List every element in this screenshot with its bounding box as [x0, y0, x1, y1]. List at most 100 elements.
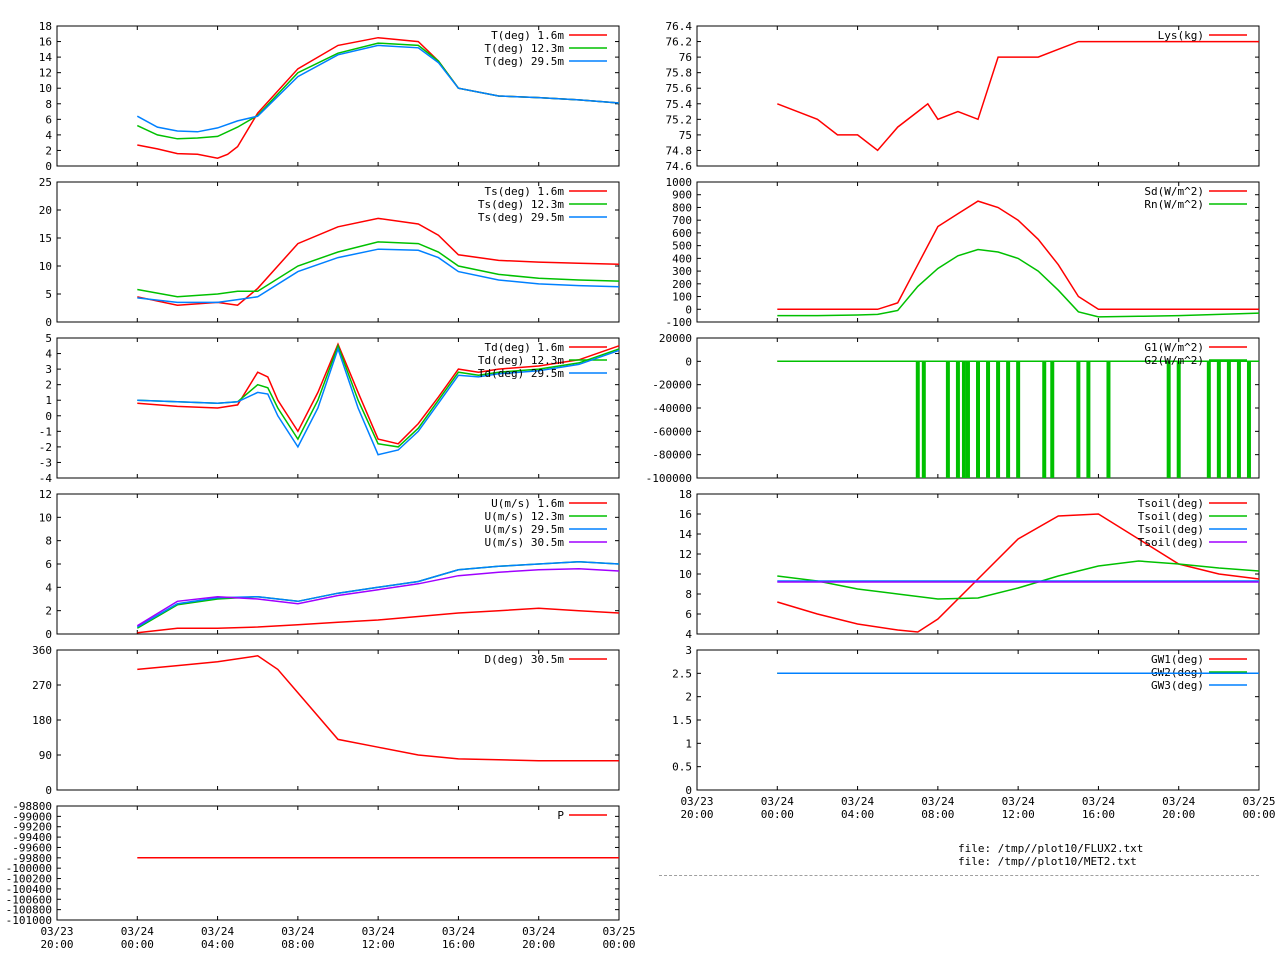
y-tick-label: -99000: [12, 810, 52, 823]
y-tick-label: -4: [39, 472, 53, 485]
series-line: [137, 607, 620, 634]
series-line: [137, 248, 620, 304]
legend-label: Tsoil(deg): [1138, 497, 1204, 510]
y-tick-label: 500: [672, 240, 692, 253]
y-tick-label: 0: [45, 628, 52, 641]
legend-label: Td(deg) 12.3m: [478, 354, 564, 367]
x-tick-label: 03/24: [522, 925, 555, 938]
x-tick-label: 03/24: [281, 925, 314, 938]
y-tick-label: -99400: [12, 831, 52, 844]
y-tick-label: 20: [39, 204, 52, 217]
y-tick-label: -2: [39, 441, 52, 454]
plot-frame: [696, 25, 1260, 167]
y-tick-label: 3: [685, 644, 692, 657]
y-tick-label: 1.5: [672, 714, 692, 727]
y-tick-label: 76.4: [666, 20, 693, 33]
x-tick-label: 00:00: [761, 808, 794, 821]
x-tick-label: 03/24: [1002, 795, 1035, 808]
y-tick-label: -100600: [6, 893, 52, 906]
x-tick-label: 00:00: [602, 938, 635, 951]
series-line: [777, 40, 1259, 152]
y-tick-label: 360: [32, 644, 52, 657]
series-line: [137, 346, 620, 456]
y-tick-label: -100800: [6, 904, 52, 917]
series-line: [136, 560, 620, 628]
x-tick-label: 00:00: [121, 938, 154, 951]
y-tick-label: -20000: [652, 379, 692, 392]
y-tick-label: 8: [685, 588, 692, 601]
x-tick-label: 12:00: [1002, 808, 1035, 821]
legend-label: T(deg) 12.3m: [485, 42, 565, 55]
panel-pressure: -101000-100800-100600-100400-100200-1000…: [6, 800, 636, 951]
series-line: [137, 343, 620, 448]
legend-label: Td(deg) 29.5m: [478, 367, 564, 380]
y-tick-label: 75.8: [666, 67, 693, 80]
y-tick-label: 74.8: [666, 144, 693, 157]
panel-wind-direction: 0 90 180 270 360 D(deg) 30.5m: [32, 644, 620, 797]
y-tick-label: 18: [39, 20, 52, 33]
y-tick-label: 0: [685, 355, 692, 368]
panel-soil-temperature: 4681012141618Tsoil(deg)Tsoil(deg)Tsoil(d…: [679, 488, 1260, 641]
x-tick-label: 03/24: [841, 795, 874, 808]
legend-label: Ts(deg) 1.6m: [485, 185, 565, 198]
series-line: [136, 567, 620, 627]
y-tick-label: 0: [685, 784, 692, 797]
y-tick-label: 12: [679, 548, 692, 561]
series-line: [777, 248, 1260, 318]
y-tick-label: 20000: [659, 332, 692, 345]
y-tick-label: 15: [39, 232, 52, 245]
y-tick-label: 1: [685, 737, 692, 750]
legend-label: G1(W/m^2): [1144, 341, 1204, 354]
legend-label: Rn(W/m^2): [1144, 198, 1204, 211]
legend-label: T(deg) 1.6m: [491, 29, 564, 42]
separator-line: [659, 875, 1259, 876]
x-tick-label: 03/24: [442, 925, 475, 938]
legend-label: U(m/s) 30.5m: [485, 536, 565, 549]
y-tick-label: 900: [672, 189, 692, 202]
legend-label: G2(W/m^2): [1144, 354, 1204, 367]
y-tick-label: -80000: [652, 449, 692, 462]
y-tick-label: 5: [45, 288, 52, 301]
series-line: [137, 342, 620, 445]
series-line: [777, 200, 1259, 311]
y-tick-label: 75.2: [666, 113, 693, 126]
y-tick-label: 10: [679, 568, 692, 581]
y-tick-label: 74.6: [666, 160, 693, 173]
y-tick-label: 14: [39, 51, 53, 64]
y-tick-label: 2: [685, 691, 692, 704]
legend-label: GW3(deg): [1151, 679, 1204, 692]
y-tick-label: -100400: [6, 883, 52, 896]
x-tick-label: 03/24: [921, 795, 954, 808]
y-tick-label: 10: [39, 82, 52, 95]
x-tick-label: 04:00: [201, 938, 234, 951]
panel-load: 74.6 74.8 75 75.2 75.4 75.6 75.8 76 76.2 76.4 Lys(…: [666, 20, 1260, 173]
plot-frame: [696, 493, 1260, 635]
y-tick-label: 16: [679, 508, 692, 521]
x-tick-label: 03/23: [40, 925, 73, 938]
legend-label: Ts(deg) 12.3m: [478, 198, 564, 211]
x-tick-label: 20:00: [680, 808, 713, 821]
y-tick-label: 4: [45, 581, 52, 594]
x-tick-label: 00:00: [1242, 808, 1275, 821]
y-tick-label: 0: [45, 784, 52, 797]
y-tick-label: -1: [39, 425, 52, 438]
y-tick-label: 14: [679, 528, 693, 541]
y-tick-label: -100000: [6, 862, 52, 875]
y-tick-label: 1000: [666, 176, 693, 189]
y-tick-label: 600: [672, 227, 692, 240]
x-tick-label: 03/24: [1162, 795, 1195, 808]
legend-label: Tsoil(deg): [1138, 510, 1204, 523]
y-tick-label: -99800: [12, 852, 52, 865]
legend-label: Sd(W/m^2): [1144, 185, 1204, 198]
y-tick-label: 12: [39, 488, 52, 501]
x-tick-label: 16:00: [1082, 808, 1115, 821]
panel-temperature: 0 2 4 6 8 10 12 14 16 18 T(deg) 1.6mT(deg) 12.3mT(…: [39, 20, 620, 173]
y-tick-label: 700: [672, 214, 692, 227]
legend-label: P: [557, 809, 564, 822]
series-line: [136, 560, 620, 629]
plot-frame: [56, 337, 620, 479]
legend-label: Tsoil(deg): [1138, 523, 1204, 536]
x-tick-label: 03/24: [121, 925, 154, 938]
